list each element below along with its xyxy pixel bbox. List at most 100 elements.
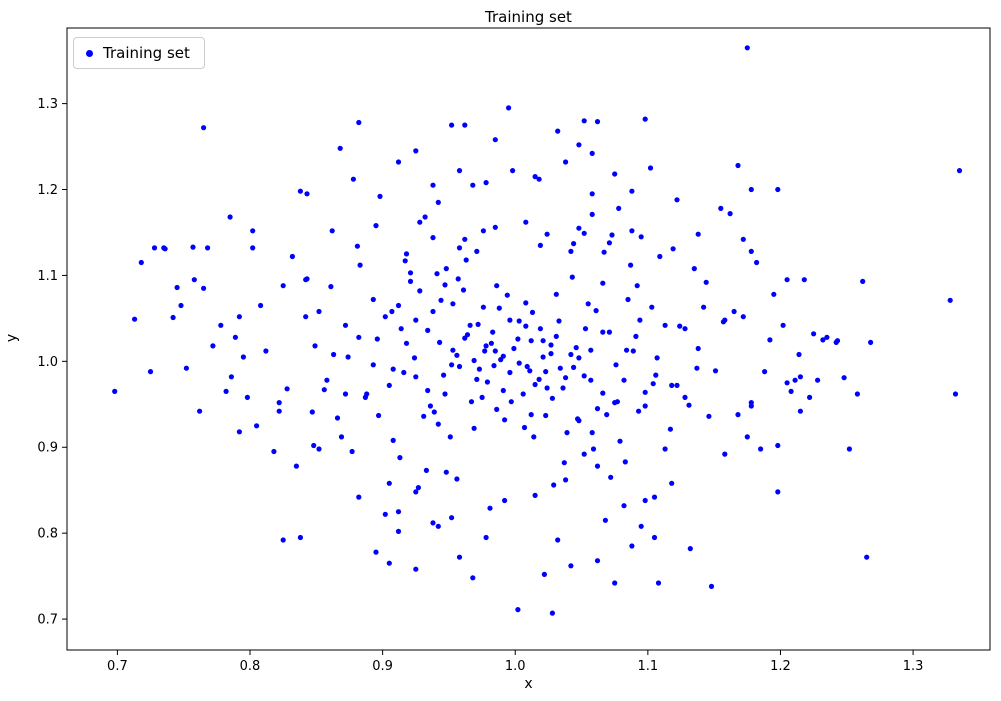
data-point bbox=[801, 277, 807, 283]
data-point bbox=[701, 304, 707, 310]
data-point bbox=[479, 394, 485, 400]
data-point bbox=[669, 480, 675, 486]
data-point bbox=[483, 180, 489, 186]
data-point bbox=[868, 339, 874, 345]
data-point bbox=[560, 385, 566, 391]
data-point bbox=[788, 388, 794, 394]
data-point bbox=[417, 288, 423, 294]
data-point bbox=[450, 347, 456, 353]
data-point bbox=[401, 369, 407, 376]
data-point bbox=[563, 159, 569, 165]
data-point bbox=[695, 231, 701, 237]
data-point bbox=[507, 317, 513, 323]
data-point bbox=[952, 391, 959, 397]
x-tick-label: 1.1 bbox=[638, 659, 659, 674]
data-point bbox=[555, 128, 561, 134]
data-point bbox=[395, 302, 402, 309]
data-point bbox=[462, 236, 468, 242]
data-point bbox=[500, 353, 506, 359]
data-point bbox=[422, 214, 428, 220]
data-point bbox=[589, 150, 595, 156]
data-point bbox=[642, 403, 648, 409]
data-point bbox=[602, 517, 609, 523]
data-point bbox=[718, 205, 724, 211]
data-point bbox=[537, 242, 544, 248]
data-point bbox=[240, 354, 246, 360]
data-point bbox=[731, 308, 737, 315]
data-point bbox=[443, 266, 449, 272]
data-point bbox=[775, 489, 781, 495]
data-point bbox=[170, 314, 176, 321]
data-point bbox=[563, 375, 569, 381]
data-point bbox=[309, 409, 315, 415]
data-point bbox=[442, 282, 448, 288]
data-point bbox=[474, 376, 480, 382]
data-point bbox=[356, 119, 362, 126]
data-point bbox=[628, 262, 634, 268]
data-point bbox=[654, 355, 660, 361]
data-point bbox=[612, 171, 618, 177]
data-point bbox=[386, 382, 392, 388]
data-point bbox=[456, 245, 463, 251]
data-point bbox=[236, 314, 242, 320]
data-point bbox=[403, 340, 410, 346]
data-point bbox=[677, 323, 683, 329]
data-point bbox=[674, 197, 680, 203]
data-point bbox=[460, 287, 467, 293]
data-point bbox=[621, 503, 627, 509]
data-point bbox=[748, 248, 754, 254]
data-point bbox=[544, 385, 550, 391]
data-point bbox=[474, 248, 480, 254]
data-point bbox=[395, 509, 402, 515]
data-point bbox=[312, 343, 318, 349]
data-point bbox=[630, 348, 636, 354]
x-tick-label: 1.0 bbox=[505, 659, 526, 674]
data-point bbox=[421, 413, 427, 419]
data-point bbox=[815, 377, 821, 383]
data-point bbox=[748, 403, 754, 409]
data-point bbox=[708, 583, 715, 590]
data-point bbox=[549, 395, 556, 401]
data-point bbox=[507, 369, 513, 376]
data-point bbox=[411, 355, 418, 361]
data-point bbox=[138, 259, 144, 266]
y-tick-label: 1.0 bbox=[37, 355, 58, 370]
data-point bbox=[557, 365, 563, 371]
data-point bbox=[382, 511, 388, 517]
data-point bbox=[480, 228, 486, 234]
data-point bbox=[183, 365, 189, 371]
data-point bbox=[147, 369, 154, 375]
data-point bbox=[467, 322, 473, 328]
data-point bbox=[492, 224, 498, 230]
data-point bbox=[362, 394, 368, 400]
data-point bbox=[506, 105, 512, 111]
data-point bbox=[613, 362, 619, 368]
data-point bbox=[581, 451, 587, 457]
data-point bbox=[589, 191, 595, 197]
data-point bbox=[511, 345, 517, 352]
data-point bbox=[740, 236, 746, 242]
data-point bbox=[456, 363, 463, 370]
data-point bbox=[488, 340, 494, 346]
data-point bbox=[475, 321, 481, 327]
data-point bbox=[537, 326, 544, 332]
data-point bbox=[244, 394, 250, 400]
data-point bbox=[616, 205, 622, 211]
data-point bbox=[496, 305, 502, 311]
data-point bbox=[328, 284, 334, 290]
data-point bbox=[784, 277, 790, 283]
data-point bbox=[528, 412, 534, 418]
data-point bbox=[373, 549, 379, 555]
data-point bbox=[775, 442, 781, 449]
data-point bbox=[342, 391, 349, 397]
data-point bbox=[543, 369, 549, 375]
data-point bbox=[636, 408, 642, 414]
data-point bbox=[423, 467, 429, 473]
data-point bbox=[470, 182, 476, 188]
data-point bbox=[516, 318, 522, 324]
data-point bbox=[576, 225, 582, 231]
data-point bbox=[540, 354, 546, 360]
data-point bbox=[515, 607, 521, 613]
data-point bbox=[568, 351, 574, 358]
data-point bbox=[527, 368, 533, 374]
